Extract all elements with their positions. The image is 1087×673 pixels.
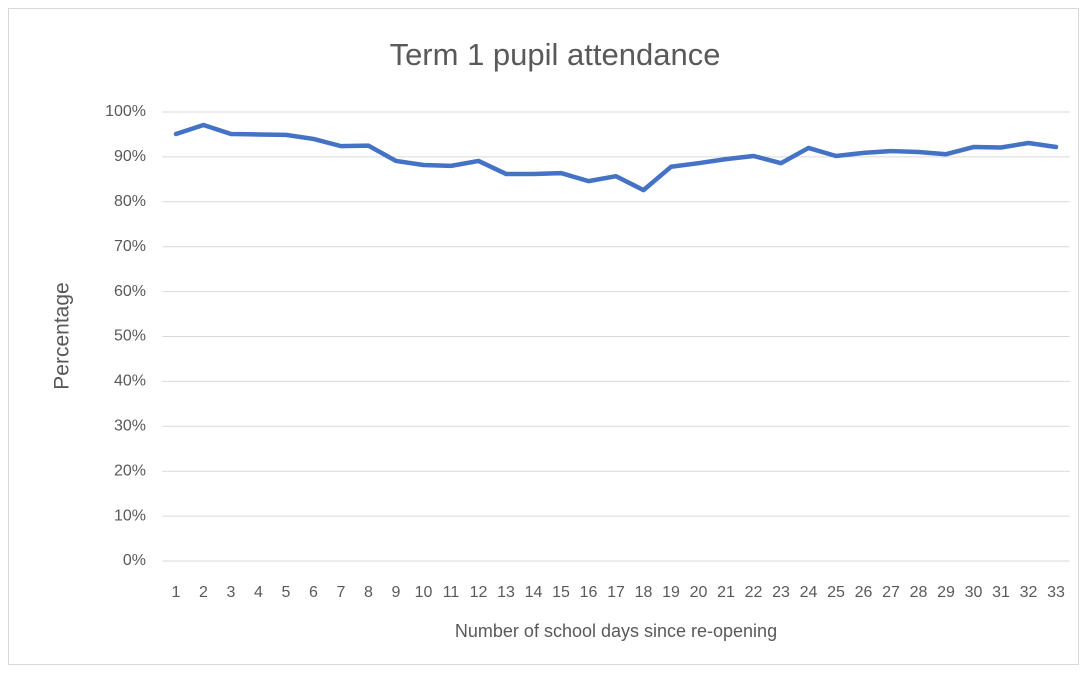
x-tick-label: 5 — [282, 584, 291, 601]
y-tick-label: 70% — [114, 238, 146, 255]
x-tick-label: 31 — [992, 584, 1010, 601]
x-axis-title: Number of school days since re-opening — [455, 621, 777, 641]
x-tick-label: 30 — [965, 584, 983, 601]
x-tick-label: 33 — [1047, 584, 1065, 601]
x-tick-label: 17 — [607, 584, 625, 601]
y-tick-label: 50% — [114, 328, 146, 345]
x-tick-label: 27 — [882, 584, 900, 601]
x-tick-label: 9 — [392, 584, 401, 601]
x-tick-label: 18 — [635, 584, 653, 601]
x-tick-label: 32 — [1020, 584, 1038, 601]
y-axis-title: Percentage — [51, 282, 74, 389]
x-tick-label: 8 — [364, 584, 373, 601]
x-tick-label: 16 — [580, 584, 598, 601]
x-tick-label: 23 — [772, 584, 790, 601]
y-tick-label: 10% — [114, 507, 146, 524]
x-tick-label: 29 — [937, 584, 955, 601]
x-tick-label: 28 — [910, 584, 928, 601]
y-tick-label: 80% — [114, 193, 146, 210]
x-tick-label: 12 — [470, 584, 488, 601]
x-tick-label: 19 — [662, 584, 680, 601]
y-tick-label: 100% — [105, 103, 146, 120]
y-tick-label: 0% — [123, 552, 146, 569]
x-tick-label: 21 — [717, 584, 735, 601]
x-tick-label: 10 — [415, 584, 433, 601]
x-tick-label: 1 — [172, 584, 181, 601]
x-tick-label: 3 — [227, 584, 236, 601]
x-tick-label: 24 — [800, 584, 818, 601]
x-tick-label: 22 — [745, 584, 763, 601]
x-tick-label: 11 — [443, 584, 460, 601]
x-tick-label: 6 — [309, 584, 318, 601]
y-tick-label: 20% — [114, 462, 146, 479]
chart-title: Term 1 pupil attendance — [390, 37, 721, 72]
y-tick-label: 60% — [114, 283, 146, 300]
x-tick-label: 2 — [199, 584, 208, 601]
y-tick-label: 90% — [114, 148, 146, 165]
x-tick-label: 15 — [552, 584, 570, 601]
x-tick-label: 20 — [690, 584, 708, 601]
x-tick-label: 7 — [337, 584, 346, 601]
y-tick-label: 30% — [114, 418, 146, 435]
x-tick-label: 25 — [827, 584, 845, 601]
y-tick-label: 40% — [114, 373, 146, 390]
x-tick-label: 26 — [855, 584, 873, 601]
x-tick-label: 14 — [525, 584, 543, 601]
x-tick-label: 13 — [497, 584, 515, 601]
x-tick-label: 4 — [254, 584, 263, 601]
data-line — [173, 122, 1059, 193]
